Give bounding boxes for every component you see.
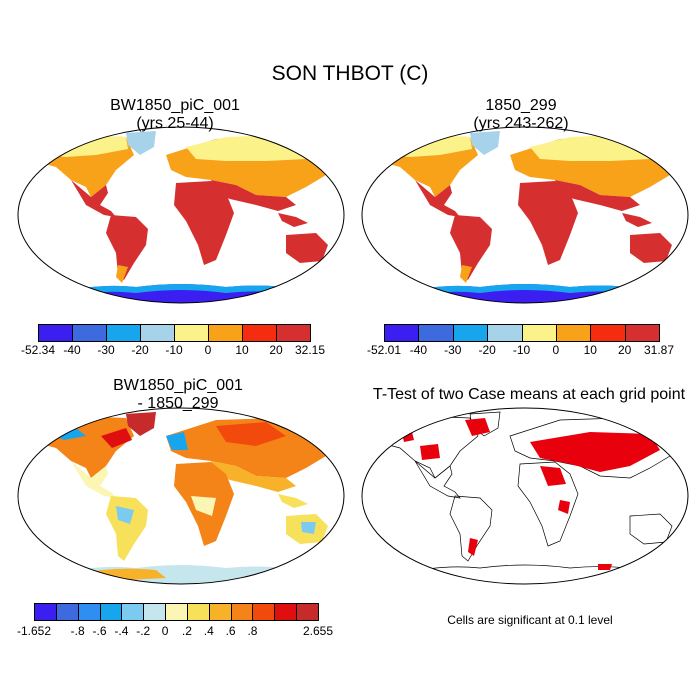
colorbar-swatch (72, 324, 107, 342)
colorbar-swatch (174, 324, 209, 342)
colorbar-tick-label: -.6 (92, 624, 107, 638)
colorbar-swatch (121, 603, 145, 621)
significance-note: Cells are significant at 0.1 level (447, 613, 613, 627)
colorbar-swatch (487, 324, 523, 342)
colorbar-swatch (208, 603, 232, 621)
colorbar-swatch (77, 603, 101, 621)
colorbar-swatch (452, 324, 489, 342)
colorbar-tick-label: 20 (269, 343, 283, 357)
colorbar-tick-label: 32.15 (294, 343, 326, 357)
colorbar-swatch (143, 603, 167, 621)
colorbar-tick-label: -30 (97, 343, 115, 357)
colorbar-swatch (34, 603, 57, 621)
colorbar-3 (34, 603, 319, 623)
colorbar-tick-label: -40 (409, 343, 428, 357)
colorbar-tick-label: -1.652 (16, 624, 52, 638)
panel-3-title-line2: - 1850_299 (137, 395, 219, 412)
colorbar-swatch (208, 324, 243, 342)
colorbar-tick-label: 2.655 (302, 624, 334, 638)
africa (174, 181, 234, 265)
colorbar-tick-label: -20 (478, 343, 496, 357)
south-america-tip (116, 265, 128, 283)
colorbar-1 (38, 324, 311, 344)
figure-title: SON THBOT (C) (271, 62, 429, 85)
north-america-south (71, 180, 116, 217)
colorbar-swatch (276, 324, 311, 342)
colorbar-tick-label: -52.01 (366, 343, 402, 357)
colorbar-tick-label: .8 (247, 624, 258, 638)
panel-2-title-line1: 1850_299 (485, 97, 557, 114)
colorbar-swatch (590, 324, 626, 342)
colorbar-swatch (38, 324, 73, 342)
colorbar-swatch (186, 603, 210, 621)
colorbar-tick-label: 0 (161, 624, 169, 638)
eurasia-south (211, 180, 296, 211)
colorbar-tick-label: -40 (63, 343, 81, 357)
colorbar-tick-label: 0 (552, 343, 560, 357)
colorbar-2 (384, 324, 660, 344)
colorbar-tick-label: 10 (583, 343, 597, 357)
panel-3-title: BW1850_piC_001 - 1850_299 (13, 377, 343, 413)
panel-3-title-line1: BW1850_piC_001 (113, 377, 243, 394)
colorbar-swatch (384, 324, 420, 342)
colorbar-tick-label: -52.34 (20, 343, 56, 357)
eurasia-north (186, 135, 334, 161)
south-america (106, 215, 148, 280)
colorbar-swatch (242, 324, 277, 342)
colorbar-tick-label: -10 (165, 343, 183, 357)
colorbar-swatch (274, 603, 298, 621)
colorbar-swatch (521, 324, 557, 342)
colorbar-swatch (418, 324, 454, 342)
map-panel-4 (361, 407, 689, 585)
colorbar-tick-label: 10 (235, 343, 249, 357)
colorbar-tick-label: .6 (225, 624, 236, 638)
colorbar-swatch (165, 603, 188, 621)
colorbar-swatch (252, 603, 276, 621)
map-outline (17, 126, 345, 304)
antarctica-edge (61, 284, 306, 298)
colorbar-swatch (230, 603, 254, 621)
se-asia (278, 213, 308, 227)
panel-4-title: T-Test of two Case means at each grid po… (372, 386, 686, 403)
colorbar-swatch (140, 324, 175, 342)
map-panel-1 (17, 126, 345, 304)
colorbar-swatch (624, 324, 660, 342)
colorbar-tick-label: -.4 (114, 624, 129, 638)
colorbar-tick-label: -20 (131, 343, 149, 357)
colorbar-swatch (55, 603, 79, 621)
colorbar-tick-label: 20 (617, 343, 632, 357)
colorbar-tick-label: -30 (444, 343, 462, 357)
significant-cells (402, 418, 660, 570)
map-panel-3 (17, 407, 345, 585)
colorbar-tick-label: -.8 (70, 624, 85, 638)
colorbar-swatch (555, 324, 592, 342)
greenland (126, 131, 156, 155)
colorbar-tick-label: .2 (181, 624, 192, 638)
colorbar-tick-label: 31.87 (643, 343, 675, 357)
australia (286, 233, 328, 263)
colorbar-swatch (99, 603, 123, 621)
colorbar-tick-label: 0 (204, 343, 212, 357)
colorbar-swatch (296, 603, 319, 621)
map-panel-2 (361, 126, 689, 304)
colorbar-tick-label: .4 (203, 624, 214, 638)
panel-1-title-line1: BW1850_piC_001 (110, 97, 240, 114)
colorbar-tick-label: -10 (512, 343, 531, 357)
colorbar-swatch (106, 324, 141, 342)
colorbar-tick-label: -.2 (136, 624, 151, 638)
